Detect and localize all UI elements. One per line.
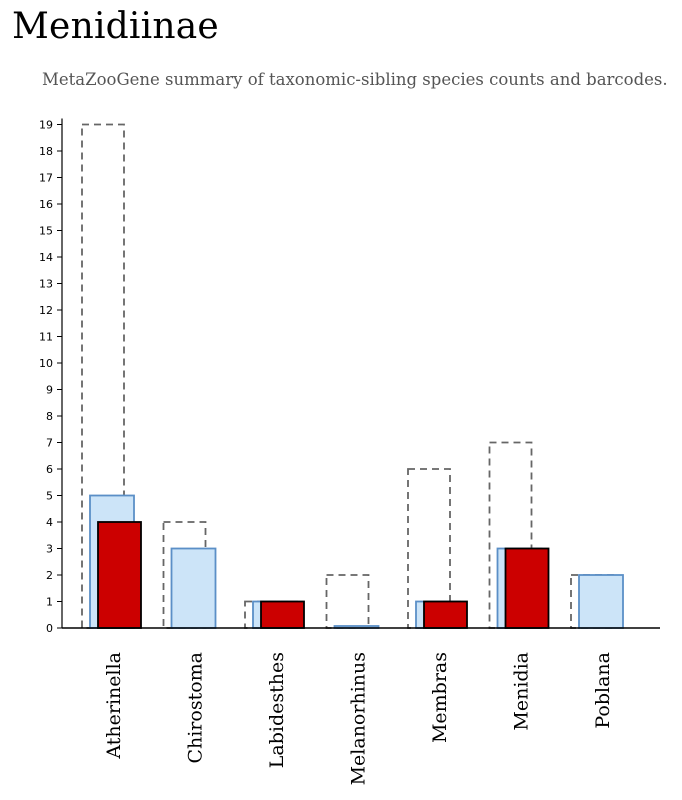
y-tick-label: 6 — [46, 463, 53, 476]
category-label: Melanorhinus — [348, 652, 370, 785]
y-tick-label: 16 — [39, 198, 53, 211]
y-tick-label: 13 — [39, 278, 53, 291]
bar-red — [97, 521, 142, 629]
category-label: Labidesthes — [266, 652, 288, 768]
bar-outline-dashed — [325, 574, 370, 629]
page-subtitle: MetaZooGene summary of taxonomic-sibling… — [42, 70, 668, 89]
category-label: Poblana — [592, 652, 614, 729]
bar-light-blue — [578, 574, 624, 629]
y-tick-label: 19 — [39, 119, 53, 132]
y-tick-label: 15 — [39, 225, 53, 238]
y-tick-label: 1 — [46, 596, 53, 609]
bar-red — [423, 600, 468, 629]
category-label: Menidia — [511, 652, 533, 731]
page-title: Menidiinae — [12, 6, 219, 47]
y-tick-label: 4 — [46, 516, 53, 529]
y-tick-label: 12 — [39, 304, 53, 317]
y-tick-label: 0 — [46, 622, 53, 635]
bar-red — [504, 547, 550, 629]
y-tick-label: 7 — [46, 437, 53, 450]
category-label: Atherinella — [103, 652, 125, 760]
bar-outline-dashed — [488, 441, 533, 629]
y-tick-label: 18 — [39, 145, 53, 158]
y-tick-label: 11 — [39, 331, 53, 344]
y-tick-label: 2 — [46, 569, 53, 582]
y-tick-label: 14 — [39, 251, 53, 264]
category-label: Membras — [429, 652, 451, 743]
category-label: Chirostoma — [185, 652, 207, 764]
bar-light-blue — [170, 547, 217, 629]
y-tick-label: 9 — [46, 384, 53, 397]
bar-red — [260, 600, 305, 629]
y-tick-label: 5 — [46, 490, 53, 503]
y-tick-label: 8 — [46, 410, 53, 423]
y-tick-label: 3 — [46, 543, 53, 556]
y-tick-label: 10 — [39, 357, 53, 370]
y-tick-label: 17 — [39, 172, 53, 185]
